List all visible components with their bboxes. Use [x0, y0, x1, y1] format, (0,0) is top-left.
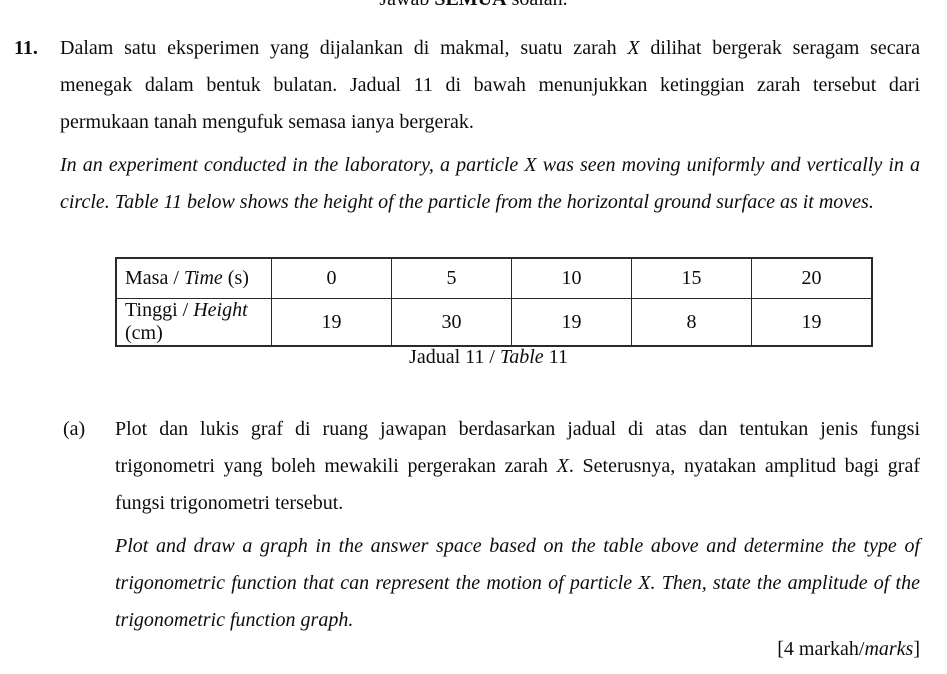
table-cell-height-2: 19	[511, 298, 632, 347]
height-label-unit: (cm)	[125, 322, 163, 344]
table-cell-time-3: 15	[631, 257, 752, 299]
marks-post: ]	[913, 638, 920, 660]
part-a-text-english: Plot and draw a graph in the answer spac…	[115, 535, 920, 631]
height-label-italic: Height	[193, 299, 248, 321]
part-a-block: (a) Plot dan lukis graf di ruang jawapan…	[63, 411, 920, 639]
question-text-english: In an experiment conducted in the labora…	[60, 154, 920, 213]
height-label-pre: Tinggi /	[125, 299, 194, 321]
time-label-unit: (s)	[222, 267, 249, 289]
table-cell-time-0: 0	[271, 257, 392, 299]
table-cell-height-1: 30	[391, 298, 512, 347]
table-cell-height-4: 19	[751, 298, 873, 347]
particle-variable: X	[556, 455, 569, 477]
question-text-malay: Dalam satu eksperimen yang dijalankan di…	[60, 30, 920, 141]
table-row-height: Tinggi / Height (cm) 19 30 19 8 19	[115, 298, 873, 347]
instruction-text-pre: Jawab	[379, 0, 434, 10]
question-number: 11.	[14, 37, 38, 59]
caption-pre: Jadual 11 /	[409, 346, 500, 368]
table-cell-time-label: Masa / Time (s)	[115, 257, 272, 299]
table-cell-height-label: Tinggi / Height (cm)	[115, 298, 272, 347]
question-11-block: 11. Dalam satu eksperimen yang dijalanka…	[14, 30, 920, 221]
caption-italic: Table	[499, 346, 544, 368]
instruction-text-post: soalan.	[507, 0, 568, 10]
part-a-text-malay: Plot dan lukis graf di ruang jawapan ber…	[115, 411, 920, 522]
part-a-malay-seg2: . Seterusnya, nyatakan amplitud bagi gra…	[115, 455, 920, 514]
marks-pre: [4 markah/	[777, 638, 865, 660]
table-caption: Jadual 11 / Table 11	[115, 344, 862, 370]
table-row-time: Masa / Time (s) 0 5 10 15 20	[115, 257, 873, 299]
marks-italic: marks	[864, 638, 914, 660]
data-table: Masa / Time (s) 0 5 10 15 20 Tinggi / He…	[115, 257, 873, 347]
part-a-malay-seg1: Plot dan lukis graf di ruang jawapan ber…	[115, 418, 920, 477]
time-label-pre: Masa /	[125, 267, 184, 289]
marks-allocation: [4 markah/marks]	[777, 636, 920, 662]
part-a-text: Plot dan lukis graf di ruang jawapan ber…	[115, 411, 920, 639]
instruction-text-bold: SEMUA	[434, 0, 506, 10]
caption-post: 11	[543, 346, 568, 368]
table-cell-height-3: 8	[631, 298, 752, 347]
table-cell-time-1: 5	[391, 257, 512, 299]
time-label-italic: Time	[183, 267, 223, 289]
question-malay-seg1: Dalam satu eksperimen yang dijalankan di…	[60, 37, 628, 59]
table-cell-time-4: 20	[751, 257, 873, 299]
table-cell-height-0: 19	[271, 298, 392, 347]
particle-variable: X	[627, 37, 640, 59]
part-a-marker: (a)	[63, 418, 86, 440]
question-malay-seg2: dilihat bergerak seragam secara menegak …	[60, 37, 920, 133]
table-cell-time-2: 10	[511, 257, 632, 299]
answer-all-instruction: Jawab SEMUA soalan.	[0, 0, 947, 11]
